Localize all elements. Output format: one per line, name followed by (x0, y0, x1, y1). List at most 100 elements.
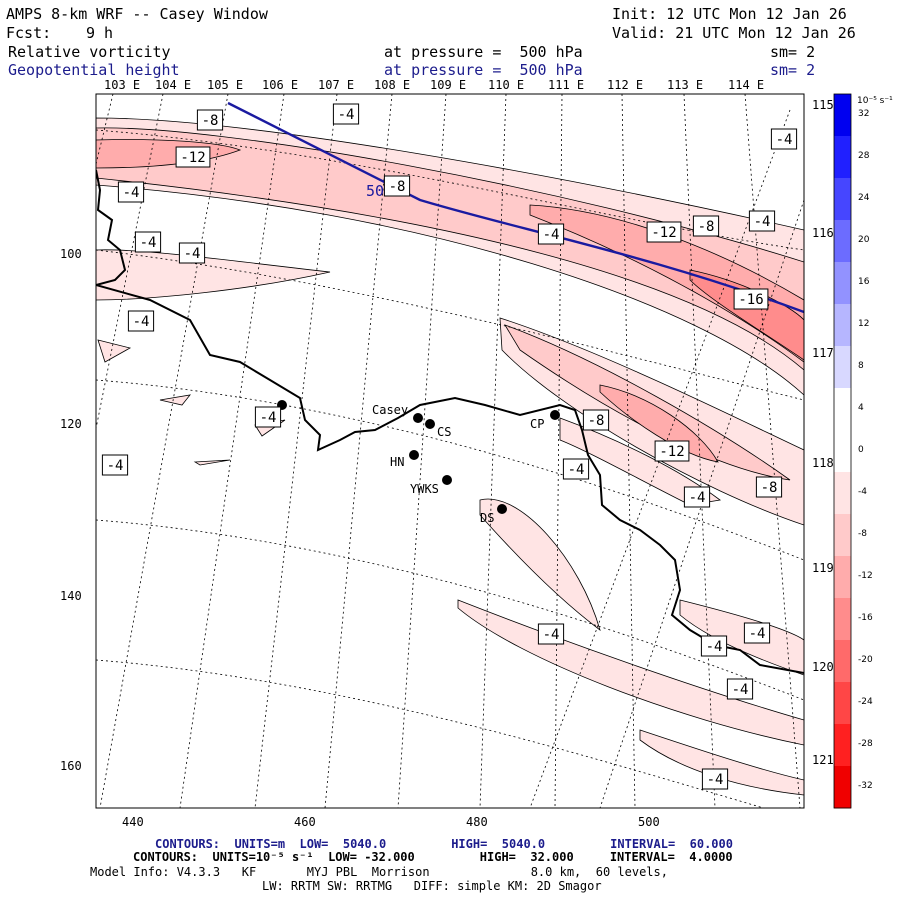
vorticity-label-box (537, 223, 565, 245)
colorbar-tick-label: -12 (858, 571, 873, 581)
lon-label-108: 108 E (374, 78, 410, 92)
lon-label-111: 111 E (548, 78, 584, 92)
colorbar-tick-label: -20 (858, 655, 873, 665)
vorticity-contour-label: -8 (588, 413, 605, 429)
lon-label-113: 113 E (667, 78, 703, 92)
parallel-lines (96, 129, 804, 808)
vorticity-label-box (562, 458, 590, 480)
colorbar-tick-label: 32 (858, 109, 869, 119)
colorbar-swatch (834, 304, 851, 347)
vorticity-label-box (101, 454, 129, 476)
vorticity-contour-label: -8 (698, 219, 715, 235)
colorbar-swatch (834, 598, 851, 641)
field2-level: at pressure = 500 hPa (384, 61, 583, 79)
colorbar-swatch (834, 472, 851, 515)
colorbar-swatch (834, 682, 851, 725)
footer-height-contours: CONTOURS: UNITS=m LOW= 5040.0 HIGH= 5040… (155, 837, 733, 851)
colorbar-swatch (834, 430, 851, 473)
footer-model-info: Model Info: V4.3.3 KF MYJ PBL Morrison 8… (90, 865, 668, 879)
vorticity-label-box (537, 623, 565, 645)
lon-label-112: 112 E (607, 78, 643, 92)
height-contour-5040 (227, 101, 804, 314)
vorticity-contour-label: -4 (776, 132, 793, 148)
forecast-hour: 9 h (86, 24, 114, 42)
station-label-ywks: YWKS (410, 482, 439, 496)
vorticity-contour-label: -8 (761, 480, 778, 496)
footer-physics-info: LW: RRTM SW: RRTMG DIFF: simple KM: 2D S… (262, 879, 602, 893)
lon-label-106: 106 E (262, 78, 298, 92)
vorticity-contour-label: -4 (568, 462, 585, 478)
vorticity-contour-label: -4 (107, 458, 124, 474)
colorbar-tick-label: -8 (858, 529, 867, 539)
vorticity-label-box (196, 109, 224, 131)
vorticity-field (96, 94, 804, 808)
station-dot-casey (413, 413, 423, 423)
lon-label-107: 107 E (318, 78, 354, 92)
vorticity-label-box (117, 181, 145, 203)
y-tick-120: 120 (60, 417, 82, 431)
station-dot-ds (497, 504, 507, 514)
vorticity-label-box (755, 476, 783, 498)
field2-smoothing: sm= 2 (770, 61, 816, 79)
colorbar-tick-label: 4 (858, 403, 864, 413)
vorticity-label-box (748, 210, 776, 232)
vorticity-label-box (743, 622, 771, 644)
vorticity-label-box (646, 221, 682, 243)
lon-label-105: 105 E (207, 78, 243, 92)
station-dot-hn (409, 450, 419, 460)
colorbar-swatch (834, 556, 851, 599)
init-time: Init: 12 UTC Mon 12 Jan 26 (612, 5, 847, 23)
station-label-casey: Casey (372, 403, 408, 417)
footer-vorticity-contours: CONTOURS: UNITS=10⁻⁵ s⁻¹ LOW= -32.000 HI… (133, 850, 733, 864)
x-tick-460: 460 (294, 815, 316, 829)
vorticity-contour-label: -4 (133, 314, 150, 330)
station-label-cs: CS (437, 425, 451, 439)
y-tick-100: 100 (60, 247, 82, 261)
colorbar-tick-label: -24 (858, 697, 873, 707)
station-label-hn: HN (390, 455, 404, 469)
x-tick-480: 480 (466, 815, 488, 829)
vorticity-contour-label: -4 (732, 682, 749, 698)
colorbar-tick-label: -16 (858, 613, 873, 623)
field1-smoothing: sm= 2 (770, 43, 816, 61)
colorbar-tick-label: 8 (858, 361, 864, 371)
vorticity-label-box (770, 128, 798, 150)
vorticity-contour-label: -4 (338, 107, 355, 123)
colorbar-swatch (834, 178, 851, 221)
vorticity-label-box (127, 310, 155, 332)
colorbar-frame (833, 93, 852, 809)
plot-frame (95, 93, 805, 809)
field1-level: at pressure = 500 hPa (384, 43, 583, 61)
vorticity-label-box (175, 146, 211, 168)
station-dots (277, 400, 560, 514)
colorbar-tick-label: -4 (858, 487, 867, 497)
vorticity-contour-label: -4 (749, 626, 766, 642)
coastline (96, 169, 804, 674)
colorbar-swatch (834, 388, 851, 431)
vorticity-contour-label: -4 (260, 410, 277, 426)
lon-label-104: 104 E (155, 78, 191, 92)
station-label-cp: CP (530, 417, 544, 431)
vorticity-label-box (582, 409, 610, 431)
lon-label-109: 109 E (430, 78, 466, 92)
colorbar-tick-label: 24 (858, 193, 870, 203)
vorticity-label-box (178, 242, 206, 264)
lon-label-114: 114 E (728, 78, 764, 92)
station-dot-cs (425, 419, 435, 429)
vorticity-label-box (383, 175, 411, 197)
colorbar-tick-label: 20 (858, 235, 870, 245)
vorticity-contour-label: -8 (389, 179, 406, 195)
vorticity-label-box (332, 103, 360, 125)
forecast-label: Fcst: (6, 24, 52, 42)
vorticity-contour-label: -4 (543, 627, 560, 643)
vorticity-contour-label: -4 (707, 772, 724, 788)
station-label-ds: DS (480, 511, 494, 525)
vorticity-label-box (134, 231, 162, 253)
x-tick-500: 500 (638, 815, 660, 829)
x-tick-440: 440 (122, 815, 144, 829)
vorticity-contour-label: -4 (689, 490, 706, 506)
colorbar-tick-label: 28 (858, 151, 870, 161)
vorticity-contour-label: -4 (184, 246, 201, 262)
vorticity-label-box (700, 635, 728, 657)
